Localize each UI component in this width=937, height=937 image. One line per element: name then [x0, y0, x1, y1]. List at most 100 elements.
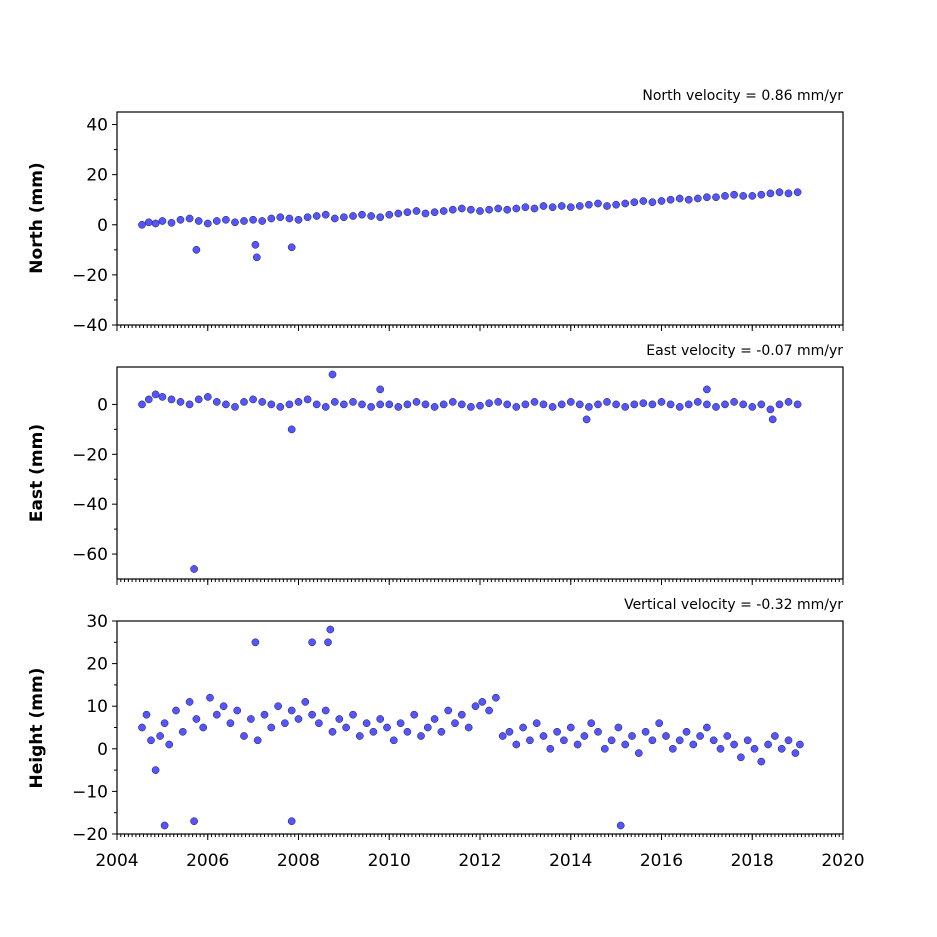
- east-y-tick-label: −40: [72, 495, 108, 515]
- east-data-point: [349, 398, 357, 406]
- north-data-point: [267, 214, 276, 223]
- east-data-point: [575, 400, 584, 409]
- height-data-point: [616, 821, 625, 830]
- height-data-point: [451, 719, 459, 728]
- height-data-point: [396, 719, 405, 728]
- north-data-point: [287, 243, 296, 252]
- height-data-point: [580, 732, 589, 740]
- north-data-point: [158, 217, 167, 225]
- height-data-point: [492, 693, 500, 702]
- east-data-point: [421, 400, 430, 409]
- north-data-point: [144, 218, 153, 227]
- east-data-point: [203, 393, 212, 401]
- east-data-point: [730, 398, 738, 406]
- east-data-point: [766, 405, 775, 414]
- height-x-ticks: 2004 2006 2008 2010 2012 2014 2016 2018 2020: [95, 834, 865, 871]
- height-data-point: [308, 710, 316, 719]
- east-data-point: [185, 400, 194, 409]
- height-data-point: [512, 740, 521, 749]
- height-data-point: [662, 732, 670, 740]
- height-data-point: [703, 723, 711, 732]
- north-data-point: [340, 213, 348, 222]
- north-data-point: [775, 188, 784, 197]
- height-data-point: [417, 732, 425, 740]
- height-data-point: [498, 732, 507, 740]
- height-data-point: [519, 723, 527, 732]
- north-data-point: [630, 198, 639, 207]
- x-tick-label: 2016: [640, 851, 683, 871]
- east-data-point: [176, 398, 185, 406]
- east-data-point: [376, 385, 385, 394]
- east-data-point: [294, 398, 303, 406]
- east-data-point: [249, 395, 257, 404]
- north-data-point: [639, 197, 648, 205]
- north-data-point: [693, 194, 702, 203]
- height-data-point: [478, 698, 487, 706]
- height-data-point: [614, 723, 623, 732]
- east-axes-frame: [116, 366, 844, 580]
- north-data-point: [748, 192, 757, 200]
- north-data-point: [539, 202, 548, 210]
- height-data-point: [464, 723, 473, 732]
- east-x-ticks: [116, 579, 844, 585]
- east-data-point: [503, 400, 512, 409]
- north-data-point: [321, 210, 330, 219]
- north-ylabel: North (mm): [27, 162, 47, 273]
- height-data-point: [689, 740, 698, 749]
- height-data-point: [376, 715, 385, 723]
- x-tick-label: 2006: [186, 851, 229, 871]
- east-data-point: [639, 399, 648, 408]
- height-data-point: [301, 698, 310, 706]
- height-data-point: [444, 706, 453, 715]
- east-data-point: [476, 401, 484, 410]
- east-data-point: [158, 393, 167, 401]
- height-data-point: [403, 727, 412, 736]
- east-data-point: [721, 400, 729, 409]
- north-data-point: [312, 212, 321, 220]
- height-data-point: [253, 736, 262, 745]
- height-data-point: [233, 706, 242, 715]
- height-data-point: [260, 710, 269, 719]
- height-data-point: [389, 736, 398, 745]
- east-data-point: [340, 400, 348, 409]
- north-data-point: [684, 195, 693, 204]
- north-data-point: [448, 205, 457, 214]
- east-data-point: [512, 403, 521, 411]
- height-y-tick-label: −10: [72, 782, 108, 802]
- north-data-point: [252, 253, 261, 262]
- height-data-point: [607, 736, 616, 745]
- east-data-point: [548, 403, 557, 411]
- east-data-point: [712, 403, 720, 411]
- height-data-point: [634, 749, 643, 757]
- east-data-point: [328, 370, 337, 379]
- east-data-point: [194, 395, 203, 404]
- east-data-point: [312, 400, 321, 409]
- east-data-point: [703, 400, 711, 409]
- height-data-point: [764, 740, 772, 749]
- east-data-point: [303, 395, 312, 404]
- height-data-point: [696, 732, 704, 740]
- north-data-point: [603, 202, 611, 210]
- north-data-point: [249, 215, 257, 224]
- east-y-tick-label: 0: [97, 395, 108, 415]
- north-data-point: [739, 192, 748, 200]
- north-data-point: [258, 217, 267, 225]
- east-data-point: [566, 398, 575, 406]
- north-data-point: [784, 189, 793, 198]
- east-data-point: [412, 398, 421, 406]
- north-data-point: [412, 207, 421, 215]
- height-data-point: [560, 736, 568, 745]
- height-data-point: [308, 638, 316, 647]
- height-data-point: [777, 744, 786, 753]
- height-data-point: [383, 723, 391, 732]
- east-data-point: [582, 415, 591, 424]
- north-data-point: [675, 194, 684, 203]
- height-data-point: [212, 710, 221, 719]
- height-data-point: [185, 698, 194, 706]
- height-y-tick-label: 10: [86, 697, 108, 717]
- height-data-point: [410, 710, 419, 719]
- x-tick-label: 2008: [277, 851, 320, 871]
- north-data-point: [376, 213, 385, 222]
- height-data-point: [675, 736, 684, 745]
